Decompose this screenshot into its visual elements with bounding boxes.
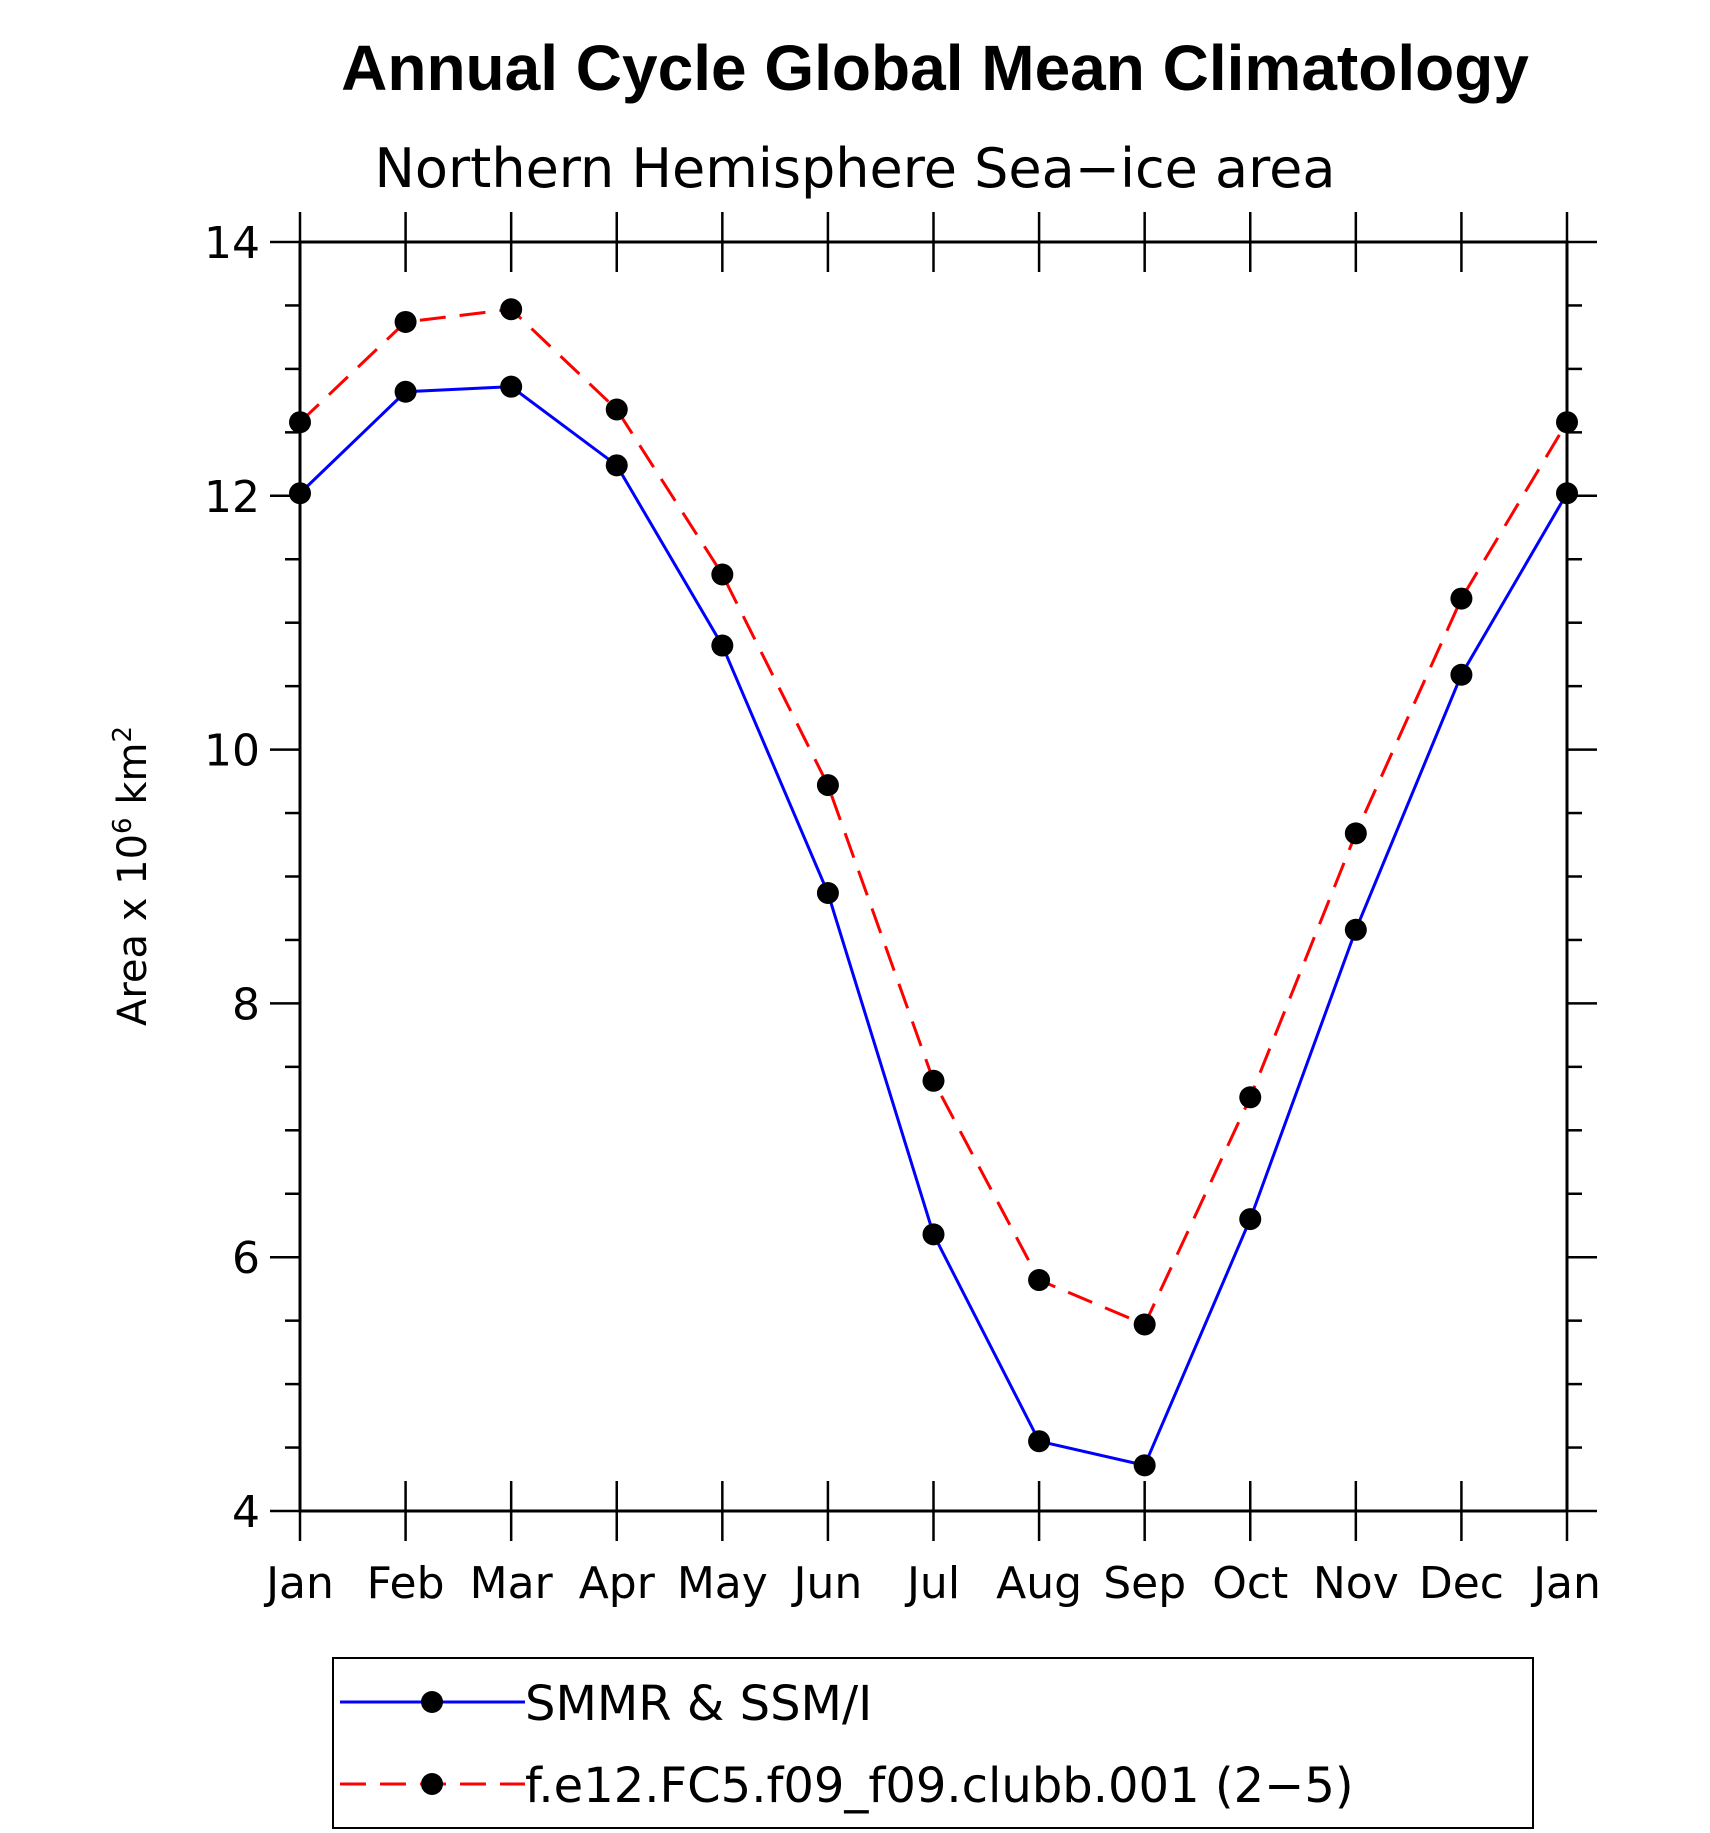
series-2-point <box>500 298 523 321</box>
series-2-point <box>1344 822 1367 845</box>
y-tick-label: 14 <box>204 218 260 269</box>
series-1-point <box>394 380 417 403</box>
series-1-point <box>922 1223 945 1246</box>
legend-box <box>332 1657 1534 1829</box>
series-2-point <box>816 774 839 797</box>
series-2-point <box>289 411 311 434</box>
series-1-point <box>1028 1430 1051 1453</box>
x-tick-label: Feb <box>367 1558 445 1609</box>
x-tick-label: Jan <box>263 1558 334 1609</box>
series-1-point <box>1133 1454 1156 1477</box>
y-axis: 4 6 8 10 12 14 <box>204 218 1597 1538</box>
y-tick-label: 8 <box>232 979 260 1030</box>
series-2-point <box>1556 411 1578 434</box>
series-line-1 <box>298 385 1569 1468</box>
series-2-point <box>922 1069 945 1092</box>
x-tick-label: Jul <box>904 1558 960 1609</box>
y-tick-label: 10 <box>204 726 260 777</box>
chart-subtitle: Northern Hemisphere Sea−ice area <box>375 137 1336 200</box>
series-line-2 <box>298 307 1569 1327</box>
y-axis-label-unit: km <box>110 743 156 818</box>
x-tick-label: Jun <box>791 1558 863 1609</box>
x-tick-label: Dec <box>1419 1558 1504 1609</box>
x-axis: Jan Feb Mar Apr May Jun Jul Aug Sep Oct Nov Dec Jan <box>263 212 1601 1609</box>
series-1-point <box>289 482 311 505</box>
x-tick-label: Aug <box>996 1558 1082 1609</box>
legend-marker-series-1 <box>421 1691 443 1713</box>
y-axis-label-prefix: Area x 10 <box>110 834 156 1026</box>
y-axis-label: Area x 106 km2 <box>108 726 156 1026</box>
chart-title: Annual Cycle Global Mean Climatology <box>341 32 1529 104</box>
legend-label-series-1: SMMR & SSM/I <box>525 1676 872 1732</box>
series-layer <box>289 298 1578 1477</box>
series-2-point <box>1450 587 1473 610</box>
series-1-point <box>711 634 734 657</box>
series-2-point <box>1028 1269 1051 1292</box>
x-tick-label: Oct <box>1212 1558 1288 1609</box>
series-2-point <box>1239 1086 1262 1109</box>
series-1-point <box>1450 663 1473 686</box>
x-tick-label: Apr <box>579 1558 656 1609</box>
legend-label-series-2: f.e12.FC5.f09_f09.clubb.001 (2−5) <box>525 1758 1354 1814</box>
series-1-point <box>500 375 523 398</box>
y-tick-label: 6 <box>232 1233 260 1284</box>
x-tick-label: Jan <box>1530 1558 1601 1609</box>
x-tick-label: May <box>677 1558 768 1609</box>
x-tick-label: Nov <box>1313 1558 1399 1609</box>
series-1-point <box>1344 918 1367 941</box>
series-2-point <box>394 310 417 333</box>
series-1-point <box>605 454 628 477</box>
x-tick-label: Sep <box>1103 1558 1186 1609</box>
series-1-point <box>1556 482 1578 505</box>
legend-marker-series-2 <box>421 1773 443 1795</box>
y-axis-label-exponent-1: 6 <box>108 817 138 834</box>
series-2-point <box>605 398 628 421</box>
series-2-point <box>711 563 734 586</box>
series-2-point <box>1133 1313 1156 1336</box>
y-tick-label: 4 <box>232 1487 260 1538</box>
series-1-point <box>816 881 839 904</box>
series-1-point <box>1239 1208 1262 1231</box>
x-tick-label: Mar <box>470 1558 554 1609</box>
y-axis-label-exponent-2: 2 <box>108 726 138 743</box>
y-tick-label: 12 <box>204 472 260 523</box>
